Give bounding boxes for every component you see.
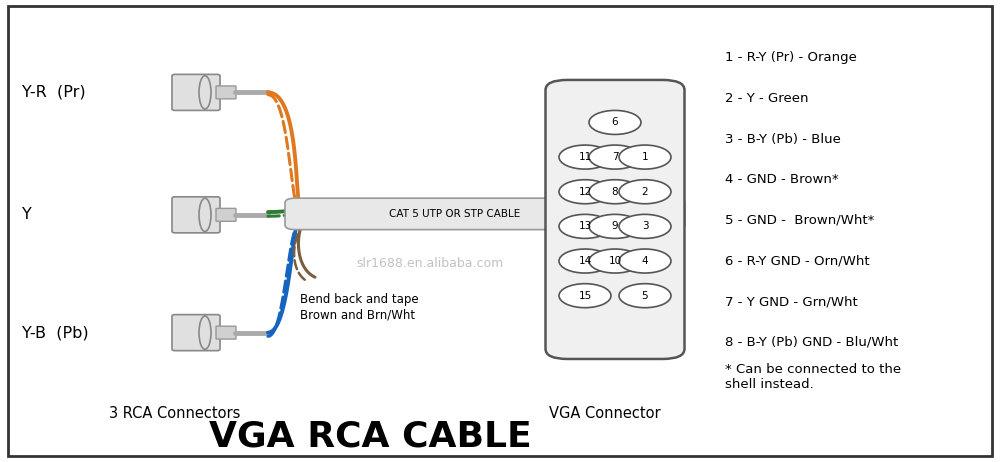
Text: 9: 9 bbox=[612, 221, 618, 231]
Circle shape bbox=[589, 214, 641, 238]
FancyBboxPatch shape bbox=[216, 86, 236, 99]
Circle shape bbox=[619, 249, 671, 273]
Text: 4 - GND - Brown*: 4 - GND - Brown* bbox=[725, 173, 839, 186]
Ellipse shape bbox=[199, 76, 211, 109]
Text: 3: 3 bbox=[642, 221, 648, 231]
FancyBboxPatch shape bbox=[172, 197, 220, 233]
Text: Y-R  (Pr): Y-R (Pr) bbox=[22, 85, 86, 100]
Circle shape bbox=[559, 180, 611, 204]
Ellipse shape bbox=[199, 198, 211, 231]
Text: slr1688.en.alibaba.com: slr1688.en.alibaba.com bbox=[356, 257, 504, 270]
Circle shape bbox=[589, 145, 641, 169]
Text: Y: Y bbox=[22, 207, 32, 222]
Text: 11: 11 bbox=[578, 152, 592, 162]
Circle shape bbox=[589, 180, 641, 204]
FancyBboxPatch shape bbox=[285, 198, 685, 230]
Text: 8: 8 bbox=[612, 187, 618, 197]
Text: 1 - R-Y (Pr) - Orange: 1 - R-Y (Pr) - Orange bbox=[725, 51, 857, 64]
Text: 15: 15 bbox=[578, 291, 592, 301]
Text: 14: 14 bbox=[578, 256, 592, 266]
Circle shape bbox=[619, 180, 671, 204]
Text: Bend back and tape
Brown and Brn/Wht: Bend back and tape Brown and Brn/Wht bbox=[300, 293, 419, 321]
Circle shape bbox=[619, 145, 671, 169]
Circle shape bbox=[559, 214, 611, 238]
Text: 6: 6 bbox=[612, 117, 618, 128]
Text: 13: 13 bbox=[578, 221, 592, 231]
Text: VGA Connector: VGA Connector bbox=[549, 406, 661, 421]
Text: 7: 7 bbox=[612, 152, 618, 162]
Text: 2 - Y - Green: 2 - Y - Green bbox=[725, 92, 808, 105]
Text: 7 - Y GND - Grn/Wht: 7 - Y GND - Grn/Wht bbox=[725, 295, 858, 308]
Ellipse shape bbox=[199, 316, 211, 349]
FancyBboxPatch shape bbox=[216, 326, 236, 339]
Circle shape bbox=[559, 145, 611, 169]
Circle shape bbox=[589, 249, 641, 273]
Circle shape bbox=[589, 110, 641, 134]
Circle shape bbox=[559, 284, 611, 308]
Text: 5 - GND -  Brown/Wht*: 5 - GND - Brown/Wht* bbox=[725, 214, 874, 227]
FancyBboxPatch shape bbox=[216, 208, 236, 221]
Circle shape bbox=[619, 284, 671, 308]
Text: 12: 12 bbox=[578, 187, 592, 197]
Text: 3 - B-Y (Pb) - Blue: 3 - B-Y (Pb) - Blue bbox=[725, 133, 841, 146]
Text: 3 RCA Connectors: 3 RCA Connectors bbox=[109, 406, 241, 421]
Text: CAT 5 UTP OR STP CABLE: CAT 5 UTP OR STP CABLE bbox=[389, 209, 521, 219]
Text: Y-B  (Pb): Y-B (Pb) bbox=[22, 325, 89, 340]
FancyBboxPatch shape bbox=[172, 74, 220, 110]
Text: 5: 5 bbox=[642, 291, 648, 301]
Text: 8 - B-Y (Pb) GND - Blu/Wht: 8 - B-Y (Pb) GND - Blu/Wht bbox=[725, 336, 898, 349]
Text: 6 - R-Y GND - Orn/Wht: 6 - R-Y GND - Orn/Wht bbox=[725, 255, 870, 267]
FancyBboxPatch shape bbox=[8, 6, 992, 456]
Text: 4: 4 bbox=[642, 256, 648, 266]
Text: 1: 1 bbox=[642, 152, 648, 162]
Text: * Can be connected to the
shell instead.: * Can be connected to the shell instead. bbox=[725, 363, 901, 391]
Text: VGA RCA CABLE: VGA RCA CABLE bbox=[209, 419, 531, 454]
Text: 2: 2 bbox=[642, 187, 648, 197]
FancyBboxPatch shape bbox=[546, 80, 684, 359]
Circle shape bbox=[619, 214, 671, 238]
Circle shape bbox=[559, 249, 611, 273]
Text: 10: 10 bbox=[608, 256, 622, 266]
FancyBboxPatch shape bbox=[172, 315, 220, 351]
